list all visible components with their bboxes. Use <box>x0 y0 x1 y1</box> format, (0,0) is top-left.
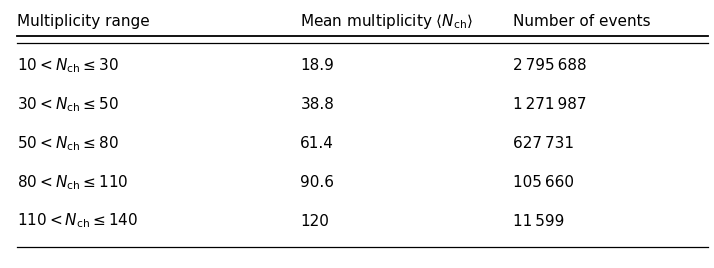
Text: Multiplicity range: Multiplicity range <box>17 14 150 29</box>
Text: $50 < N_{\rm ch} \leq 80$: $50 < N_{\rm ch} \leq 80$ <box>17 134 119 153</box>
Text: 38.8: 38.8 <box>301 97 334 112</box>
Text: Number of events: Number of events <box>513 14 650 29</box>
Text: 61.4: 61.4 <box>301 136 334 151</box>
Text: $30 < N_{\rm ch} \leq 50$: $30 < N_{\rm ch} \leq 50$ <box>17 95 119 114</box>
Text: 120: 120 <box>301 214 329 229</box>
Text: Mean multiplicity $\langle N_{\rm ch}\rangle$: Mean multiplicity $\langle N_{\rm ch}\ra… <box>301 12 473 31</box>
Text: 1 271 987: 1 271 987 <box>513 97 586 112</box>
Text: 18.9: 18.9 <box>301 58 334 73</box>
Text: $10 < N_{\rm ch} \leq 30$: $10 < N_{\rm ch} \leq 30$ <box>17 57 119 75</box>
Text: 627 731: 627 731 <box>513 136 574 151</box>
Text: 11 599: 11 599 <box>513 214 564 229</box>
Text: 90.6: 90.6 <box>301 175 334 190</box>
Text: 2 795 688: 2 795 688 <box>513 58 586 73</box>
Text: $110 < N_{\rm ch} \leq 140$: $110 < N_{\rm ch} \leq 140$ <box>17 212 138 230</box>
Text: 105 660: 105 660 <box>513 175 574 190</box>
Text: $80 < N_{\rm ch} \leq 110$: $80 < N_{\rm ch} \leq 110$ <box>17 173 129 192</box>
